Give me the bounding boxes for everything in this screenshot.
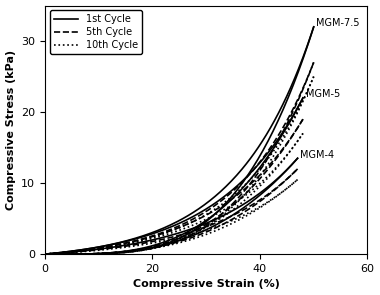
Text: MGM-7.5: MGM-7.5: [317, 18, 360, 28]
Text: MGM-4: MGM-4: [300, 150, 334, 160]
Text: MGM-5: MGM-5: [306, 89, 340, 99]
X-axis label: Compressive Strain (%): Compressive Strain (%): [133, 279, 280, 289]
Y-axis label: Compressive Stress (kPa): Compressive Stress (kPa): [6, 50, 16, 210]
Legend: 1st Cycle, 5th Cycle, 10th Cycle: 1st Cycle, 5th Cycle, 10th Cycle: [50, 10, 142, 54]
